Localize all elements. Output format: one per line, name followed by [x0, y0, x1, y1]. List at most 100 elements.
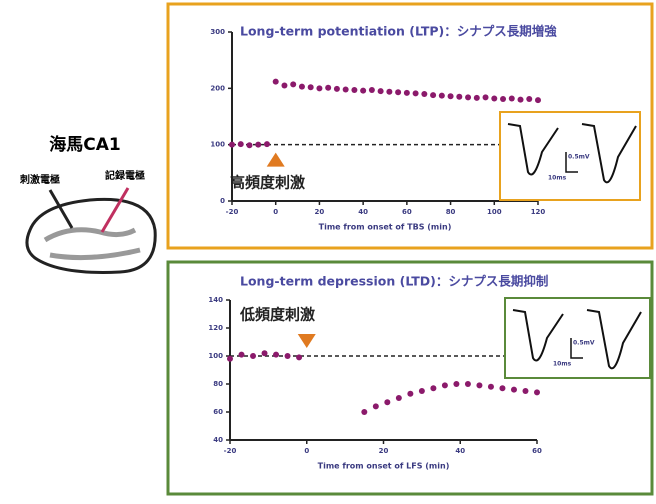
data-point: [386, 89, 392, 95]
x-tick-label: 20: [315, 208, 325, 216]
data-point: [483, 94, 489, 100]
inset-frame: [505, 298, 650, 378]
x-axis-label: Time from onset of LFS (min): [318, 462, 450, 471]
data-point: [430, 92, 436, 98]
chart-title: Long-term depression (LTD)：シナプス長期抑制: [240, 274, 548, 289]
data-point: [238, 141, 244, 147]
data-point: [430, 385, 436, 391]
data-point: [361, 409, 367, 415]
x-tick-label: 60: [402, 208, 412, 216]
data-point: [290, 81, 296, 87]
data-point: [343, 86, 349, 92]
data-point: [227, 356, 233, 362]
data-point: [535, 97, 541, 103]
x-tick-label: 0: [273, 208, 278, 216]
diagram-title: 海馬CA1: [49, 134, 120, 155]
x-tick-label: 100: [487, 208, 502, 216]
data-point: [255, 142, 261, 148]
data-point: [518, 97, 524, 103]
y-tick-label: 0: [220, 197, 225, 205]
x-tick-label: 40: [358, 208, 368, 216]
data-point: [499, 385, 505, 391]
x-tick-label: 40: [455, 447, 465, 455]
data-point: [439, 93, 445, 99]
data-point: [509, 95, 515, 101]
data-point: [316, 85, 322, 91]
data-point: [262, 350, 268, 356]
stimulus-arrow: [298, 334, 316, 348]
data-point: [465, 94, 471, 100]
data-point: [534, 389, 540, 395]
stimulus-arrow: [267, 153, 285, 167]
data-point: [511, 387, 517, 393]
data-point: [456, 94, 462, 100]
data-point: [526, 96, 532, 102]
chart-title: Long-term potentiation (LTP)：シナプス長期増強: [240, 24, 557, 39]
data-point: [384, 399, 390, 405]
data-point: [442, 382, 448, 388]
data-point: [273, 79, 279, 85]
x-tick-label: 60: [532, 447, 542, 455]
x-tick-label: 80: [446, 208, 456, 216]
data-point: [273, 352, 279, 358]
scale-label: 10ms: [553, 361, 572, 368]
y-tick-label: 140: [208, 296, 223, 304]
y-tick-label: 100: [208, 352, 223, 360]
data-point: [264, 141, 270, 147]
data-point: [378, 88, 384, 94]
data-point: [281, 83, 287, 89]
charts: Long-term potentiation (LTP)：シナプス長期増強 0 10…: [168, 4, 652, 494]
data-point: [419, 388, 425, 394]
y-tick-label: 80: [213, 380, 223, 388]
data-point: [500, 96, 506, 102]
y-tick-label: 120: [208, 324, 223, 332]
data-point: [413, 90, 419, 96]
y-tick-label: 60: [213, 408, 223, 416]
data-point: [299, 84, 305, 90]
y-tick-label: 200: [210, 84, 225, 92]
x-tick-label: -20: [226, 208, 239, 216]
data-point: [229, 142, 235, 148]
data-point: [373, 403, 379, 409]
data-point: [325, 85, 331, 91]
x-tick-label: 20: [379, 447, 389, 455]
data-point: [396, 395, 402, 401]
x-tick-label: 0: [304, 447, 309, 455]
data-point: [421, 91, 427, 97]
x-tick-label: -20: [224, 447, 237, 455]
data-point: [285, 353, 291, 359]
figure: 海馬CA1 刺激電極 記録電極 Long-term potentiation (…: [0, 0, 656, 500]
rec-label: 記録電極: [105, 169, 145, 182]
hippocampus-diagram: 海馬CA1 刺激電極 記録電極: [19, 134, 155, 272]
data-point: [296, 354, 302, 360]
data-point: [448, 93, 454, 99]
x-axis-label: Time from onset of TBS (min): [319, 223, 452, 232]
data-point: [491, 95, 497, 101]
data-point: [250, 353, 256, 359]
data-point: [407, 391, 413, 397]
scale-label: 0.5mV: [568, 154, 590, 161]
data-point: [476, 382, 482, 388]
slice: [27, 199, 155, 272]
data-point: [360, 88, 366, 94]
y-tick-label: 40: [213, 436, 223, 444]
data-point: [351, 87, 357, 93]
data-point: [308, 84, 314, 90]
data-point: [246, 142, 252, 148]
y-tick-label: 300: [210, 28, 225, 36]
x-tick-label: 120: [531, 208, 546, 216]
data-point: [395, 89, 401, 95]
scale-label: 10ms: [548, 175, 567, 182]
data-point: [522, 388, 528, 394]
data-point: [334, 86, 340, 92]
scale-label: 0.5mV: [573, 340, 595, 347]
data-point: [453, 381, 459, 387]
data-point: [465, 381, 471, 387]
data-point: [404, 90, 410, 96]
data-point: [239, 352, 245, 358]
stimulus-label: 高頻度刺激: [230, 174, 306, 192]
data-point: [474, 95, 480, 101]
data-point: [369, 87, 375, 93]
data-point: [488, 384, 494, 390]
y-tick-label: 100: [210, 141, 225, 149]
